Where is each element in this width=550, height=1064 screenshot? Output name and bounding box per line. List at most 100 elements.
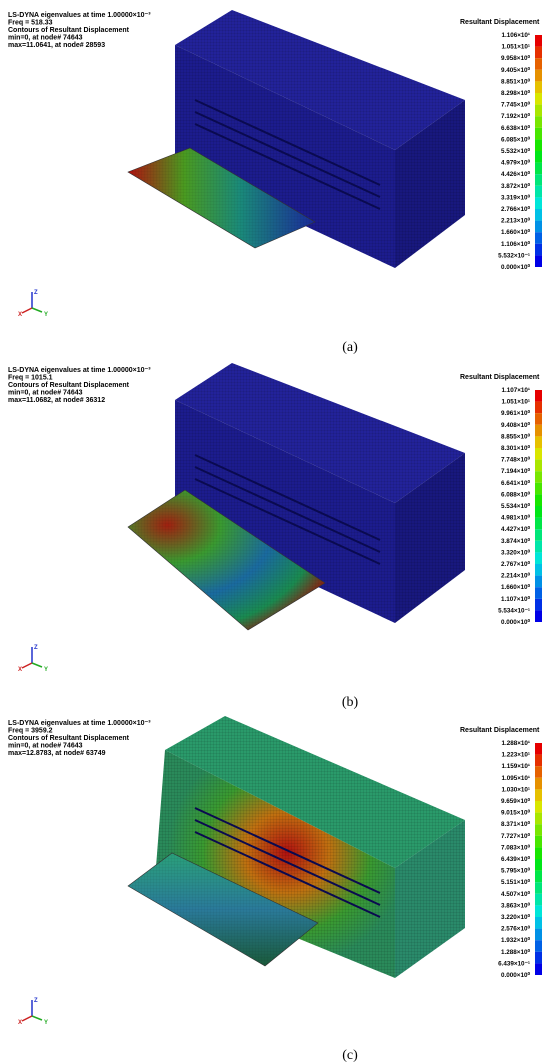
legend-label: 5.534×10⁻¹ [498,607,530,614]
mesh [395,820,465,978]
colorbar-segment [535,777,542,790]
colorbar-segment [535,448,542,460]
colorbar-segment [535,575,542,588]
legend-label: 1.660×10⁰ [501,584,530,591]
legend-label: 7.083×10⁰ [501,844,530,851]
colorbar-segment [535,93,542,105]
slot [194,819,381,906]
colorbar-segment [535,482,542,495]
legend-label: 6.085×10⁰ [501,136,530,143]
colorbar-segment [535,46,542,59]
legend-label: 2.576×10⁰ [501,926,530,933]
colorbar-segment [535,893,542,906]
legend-label: 7.194×10⁰ [501,468,530,475]
legend-title: Resultant Displacement [460,727,540,734]
colorbar-segment [535,162,542,175]
colorbar-segment [535,917,542,929]
legend-title: Resultant Displacement [460,374,540,381]
legend-label: 9.659×10⁰ [501,798,530,805]
triad-label: X [18,667,22,673]
colorbar-segment [535,255,542,267]
colorbar-segment [535,401,542,414]
colorbar-segment [535,951,542,964]
colorbar-segment [535,963,542,975]
colorbar-segment [535,506,542,518]
legend-label: 6.641×10⁰ [501,480,530,487]
legend-label: 8.855×10⁰ [501,433,530,440]
axis-arrow [31,662,43,668]
mesh [175,363,465,503]
legend-label: 1.030×10¹ [501,786,530,793]
colorbar-segment [535,905,542,917]
header-line: Freq = 1015.1 [8,375,53,382]
header-line: max=12.8783, at node# 63749 [8,750,106,757]
caption: (a) [342,340,358,355]
legend-label: 4.979×10⁰ [501,160,530,167]
legend-label: 3.872×10⁰ [501,183,530,190]
triad-label: Z [34,998,38,1004]
colorbar-segment [535,940,542,952]
header-line: Contours of Resultant Displacement [8,382,130,389]
triad-label: Z [34,645,38,651]
legend-label: 3.319×10⁰ [501,194,530,201]
legend-label: 1.107×10⁰ [501,596,530,603]
legend-label: 7.745×10⁰ [501,102,530,109]
legend-label: 2.214×10⁰ [501,573,530,580]
colorbar-segment [535,928,542,941]
legend-label: 1.106×10¹ [501,32,530,39]
colorbar-segment [535,220,542,233]
header-line: min=0, at node# 74643 [8,35,83,42]
colorbar-segment [535,754,542,767]
colorbar-segment [535,104,542,117]
slot [194,466,381,553]
legend-label: 4.427×10⁰ [501,526,530,533]
legend-label: 9.961×10⁰ [501,410,530,417]
legend-label: 1.159×10¹ [501,763,530,770]
axis-arrow [21,662,33,669]
header-line: Freq = 518.33 [8,20,53,27]
mesh [128,490,325,630]
legend-label: 0.000×10⁰ [501,619,530,626]
colorbar-segment [535,766,542,778]
mesh [175,45,395,268]
mesh [155,750,395,978]
legend-label: 6.439×10⁻¹ [498,960,530,967]
colorbar-segment [535,835,542,848]
legend-label: 1.051×10¹ [501,44,530,51]
colorbar-segment [535,743,542,755]
legend-label: 7.727×10⁰ [501,833,530,840]
colorbar-segment [535,598,542,611]
colorbar-segment [535,139,542,151]
colorbar-segment [535,459,542,472]
legend-label: 5.534×10⁰ [501,503,530,510]
legend-label: 8.298×10⁰ [501,90,530,97]
legend-label: 3.874×10⁰ [501,538,530,545]
colorbar-segment [535,436,542,448]
triad-label: X [18,1020,22,1026]
axis-arrow [31,307,43,313]
legend-label: 8.851×10⁰ [501,78,530,85]
legend-label: 9.405×10⁰ [501,67,530,74]
colorbar-segment [535,209,542,221]
legend-label: 2.213×10⁰ [501,218,530,225]
legend-label: 5.532×10⁰ [501,148,530,155]
legend-label: 1.288×10⁰ [501,949,530,956]
legend-label: 1.107×10¹ [501,387,530,394]
header-line: max=11.0641, at node# 28593 [8,42,105,49]
colorbar-segment [535,801,542,813]
axis-arrow [21,307,33,314]
colorbar-segment [535,243,542,256]
mesh [395,100,465,268]
panel: LS-DYNA eigenvalues at time 1.00000×10⁻³… [8,363,542,710]
colorbar-segment [535,232,542,244]
legend-label: 6.638×10⁰ [501,125,530,132]
legend-label: 7.192×10⁰ [501,113,530,120]
colorbar-segment [535,494,542,506]
legend-label: 1.051×10¹ [501,399,530,406]
colorbar-segment [535,390,542,402]
colorbar-segment [535,587,542,599]
legend-label: 5.795×10⁰ [501,868,530,875]
header-line: Contours of Resultant Displacement [8,27,130,34]
legend-label: 5.532×10⁻¹ [498,252,530,259]
